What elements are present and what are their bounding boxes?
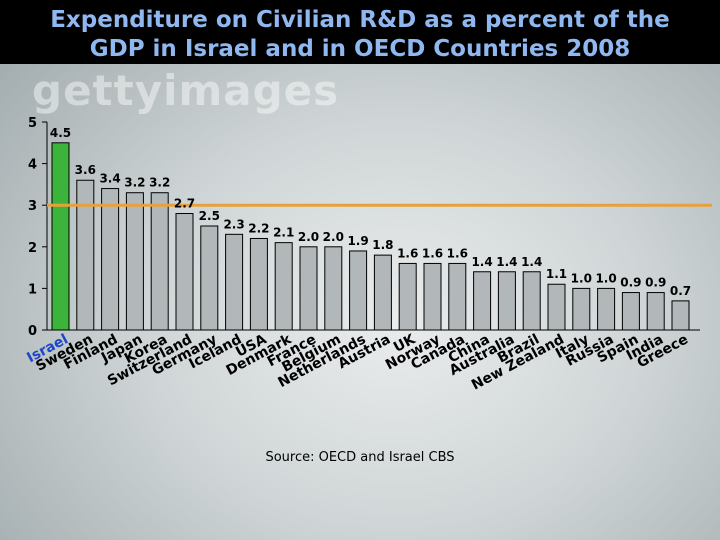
data-label: 0.7 [670, 284, 691, 298]
bar [572, 287, 591, 331]
bar [671, 300, 690, 331]
bar [150, 192, 169, 331]
bar [547, 283, 566, 331]
title-line-1: Expenditure on Civilian R&D as a percent… [50, 7, 670, 33]
bar [299, 246, 318, 331]
bar [76, 179, 95, 331]
data-label: 1.6 [397, 246, 418, 260]
data-label: 3.2 [149, 176, 170, 190]
y-tick-label: 0 [28, 324, 37, 339]
data-label: 1.6 [422, 246, 443, 260]
data-label: 2.2 [248, 221, 269, 235]
data-label: 1.6 [447, 246, 468, 260]
bar [349, 250, 368, 331]
data-label: 1.8 [372, 238, 393, 252]
data-label: 1.9 [347, 234, 368, 248]
bar [225, 233, 244, 331]
y-tick-label: 3 [28, 199, 37, 214]
bar [101, 188, 120, 331]
bar [398, 262, 417, 331]
bar [125, 192, 144, 331]
source-note: Source: OECD and Israel CBS [265, 450, 455, 465]
data-label: 3.6 [75, 163, 96, 177]
bar [646, 292, 665, 331]
data-label: 2.5 [199, 209, 220, 223]
data-label: 0.9 [620, 276, 641, 290]
bar [324, 246, 343, 331]
y-tick-label: 2 [28, 241, 37, 256]
data-label: 3.2 [124, 176, 145, 190]
data-label: 0.9 [645, 276, 666, 290]
bar [51, 142, 70, 331]
data-label: 1.0 [571, 271, 592, 285]
bar [200, 225, 219, 331]
bar [274, 242, 293, 331]
watermark: gettyimages [32, 66, 340, 115]
data-label: 1.4 [521, 255, 542, 269]
bar [473, 271, 492, 331]
title-bar [0, 0, 720, 64]
data-label: 2.0 [298, 230, 319, 244]
data-label: 1.4 [471, 255, 492, 269]
chart-title: Expenditure on Civilian R&D as a percent… [0, 6, 720, 64]
bar [597, 287, 616, 331]
bar [175, 213, 194, 331]
data-label: 2.0 [323, 230, 344, 244]
data-label: 2.3 [223, 217, 244, 231]
data-label: 2.1 [273, 226, 294, 240]
data-label: 1.4 [496, 255, 517, 269]
bar [423, 262, 442, 331]
y-tick-label: 4 [28, 158, 37, 173]
bar [497, 271, 516, 331]
data-label: 1.0 [595, 271, 616, 285]
title-line-2: GDP in Israel and in OECD Countries 2008 [89, 36, 631, 62]
bar [621, 292, 640, 331]
data-label: 1.1 [546, 267, 567, 281]
bar [522, 271, 541, 331]
data-label: 4.5 [50, 126, 71, 140]
y-tick-label: 1 [28, 282, 37, 297]
data-label: 2.7 [174, 197, 195, 211]
bar [249, 237, 268, 331]
data-label: 3.4 [99, 172, 120, 186]
bar [448, 262, 467, 331]
bar [373, 254, 392, 331]
y-tick-label: 5 [28, 116, 37, 131]
